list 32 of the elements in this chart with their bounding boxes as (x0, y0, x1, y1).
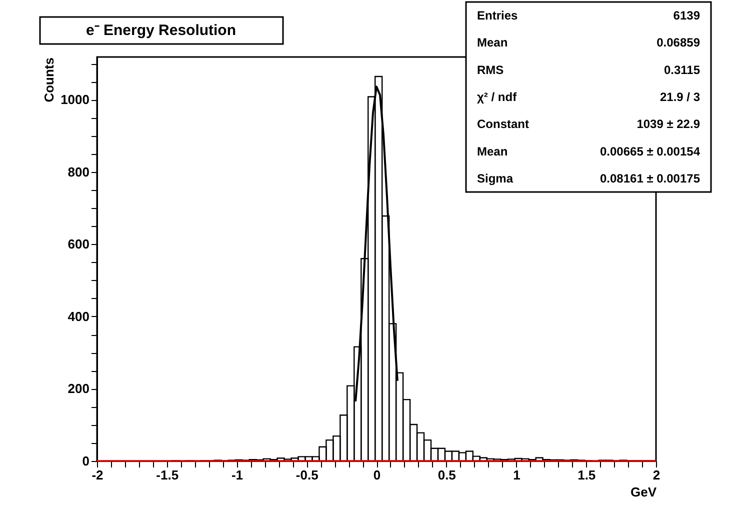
text: 0.3115 (664, 62, 700, 77)
x-tick-label: -1 (231, 468, 244, 482)
annotation: RMS (477, 62, 504, 77)
x-tick-label: -2 (92, 468, 104, 482)
text: 21.9 / 3 (660, 90, 700, 104)
x-tick-label: 1 (513, 468, 520, 482)
text: Mean (477, 36, 508, 50)
text: 0.06859 (656, 36, 700, 50)
y-tick-label: 800 (68, 164, 90, 180)
text: Entries (477, 8, 518, 23)
annotation: Constant (477, 117, 529, 132)
y-tick-label: 0 (82, 454, 90, 468)
annotation: Sigma (477, 171, 514, 186)
x-tick-label: -0.5 (296, 468, 318, 482)
annotation: χ² / ndf (477, 90, 518, 104)
y-axis-title: Counts (42, 58, 57, 102)
y-tick-label: 400 (68, 308, 90, 324)
y-tick-label: 200 (68, 381, 90, 396)
annotation: 0.08161 ± 0.00175 (600, 171, 700, 186)
x-tick-label: 1.5 (578, 468, 596, 482)
x-tick-label: 2 (652, 468, 660, 482)
x-axis-title: GeV (630, 484, 657, 500)
y-tick-label: 1000 (60, 92, 90, 108)
annotation: 1039 ± 22.9 (636, 117, 700, 132)
x-tick-label: -1.5 (156, 468, 179, 482)
annotation: Mean (477, 144, 508, 158)
x-tick-label: 0.5 (438, 468, 456, 482)
x-tick-label: 0 (373, 468, 381, 482)
y-tick-label: 600 (68, 236, 90, 252)
text: 6139 (673, 8, 700, 23)
annotation: 0.00665 ± 0.00154 (600, 144, 700, 158)
chart-title: e⁻ Energy Resolution (86, 22, 236, 39)
